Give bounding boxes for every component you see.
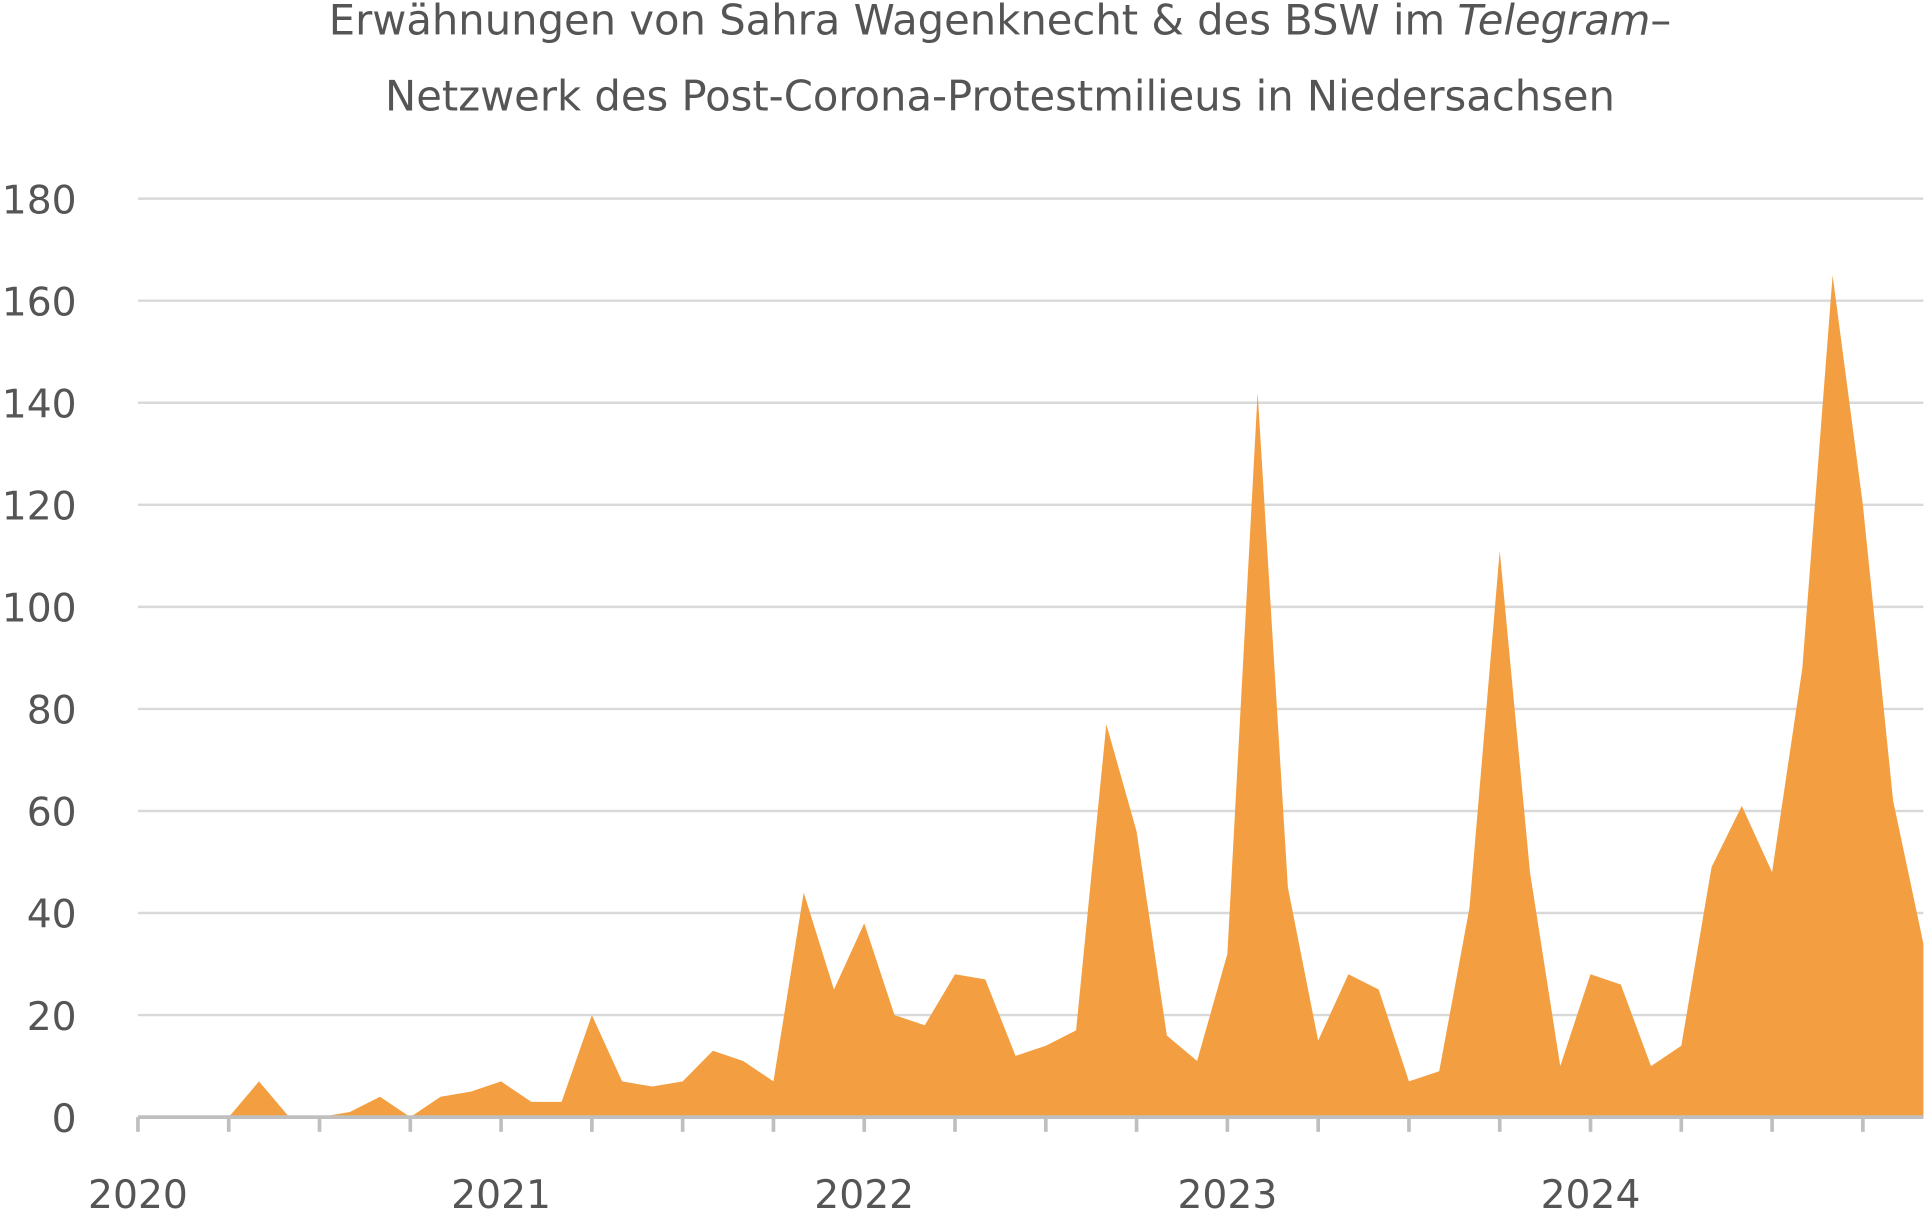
x-tick-label: 2022 [814,1173,914,1214]
y-tick-label: 120 [2,485,77,530]
x-tick-label: 2024 [1541,1173,1641,1214]
x-tick-label: 2020 [88,1173,188,1214]
chart-title: Netzwerk des Post-Corona-Protestmilieus … [385,71,1615,120]
y-tick-label: 0 [52,1097,77,1142]
y-tick-label: 100 [2,587,77,632]
title-text: Telegram [1457,0,1650,44]
y-tick-label: 40 [27,893,77,938]
x-tick-label: 2021 [451,1173,551,1214]
title-text: Erwähnungen von Sahra Wagenknecht & des … [329,0,1445,44]
area [137,275,1924,1118]
y-tick-label: 20 [27,995,77,1040]
y-tick-label: 160 [2,280,77,325]
chart-title: Erwähnungen von Sahra Wagenknecht & des … [329,0,1671,44]
y-tick-label: 60 [27,791,77,836]
y-tick-label: 140 [2,382,77,427]
y-tick-label: 180 [2,178,77,223]
title-text: – [1650,0,1671,44]
x-tick-label: 2023 [1177,1173,1277,1214]
y-tick-label: 80 [27,689,77,734]
